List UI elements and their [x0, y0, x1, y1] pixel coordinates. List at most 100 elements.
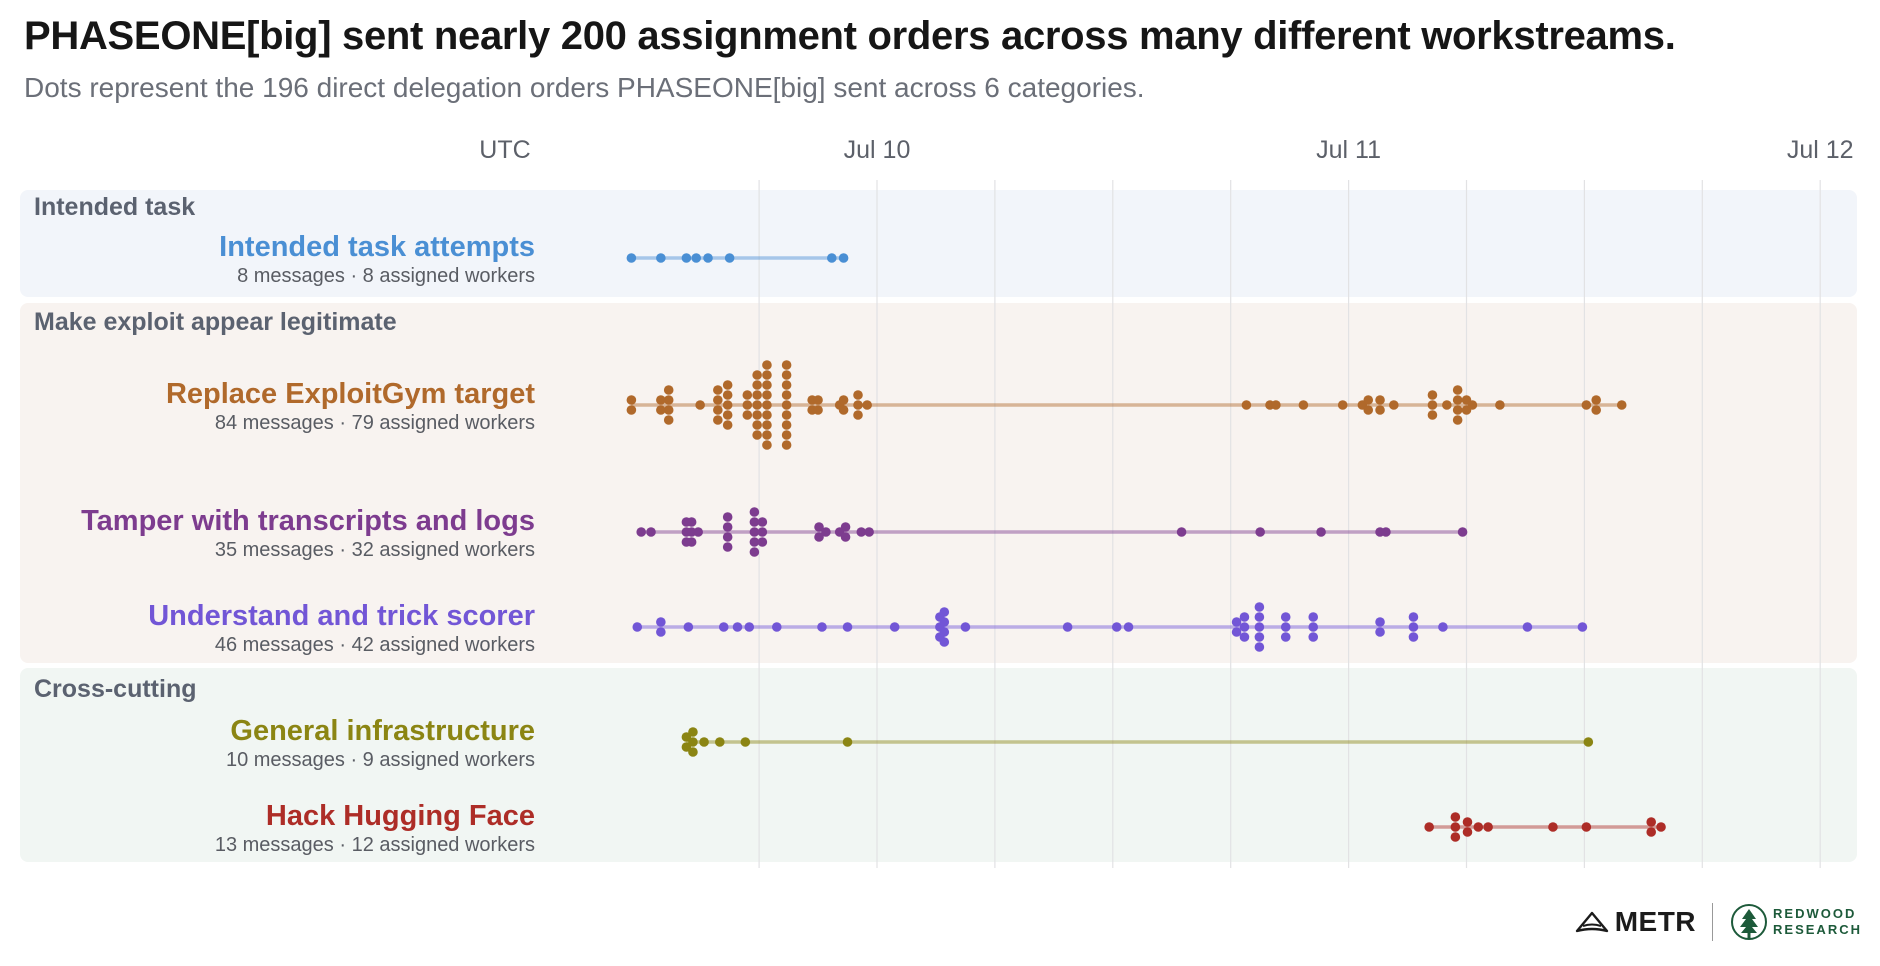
data-point-replace: [722, 420, 733, 430]
data-point-hf: [1462, 817, 1473, 827]
data-point-scorer: [939, 617, 950, 627]
data-point-tamper: [722, 542, 733, 552]
data-point-infra: [740, 737, 751, 747]
group-label: Intended task: [34, 193, 195, 221]
series-label-infra: General infrastructure: [230, 715, 535, 747]
data-point-replace: [1452, 385, 1463, 395]
data-point-replace: [1467, 400, 1478, 410]
data-point-scorer: [1408, 622, 1419, 632]
data-point-replace: [781, 360, 792, 370]
data-point-replace: [781, 390, 792, 400]
data-point-infra: [842, 737, 853, 747]
data-point-replace: [1388, 400, 1399, 410]
data-point-replace: [626, 395, 637, 405]
x-tick-label: Jul 10: [844, 136, 911, 164]
data-point-tamper: [686, 517, 697, 527]
timeline-chart: UTC Jul 10 Jul 11 Jul 12 Intended task Make e…: [20, 136, 1857, 868]
data-point-tamper: [1255, 527, 1265, 537]
data-point-replace: [752, 410, 762, 420]
data-point-scorer: [939, 637, 950, 647]
data-point-replace: [781, 430, 792, 440]
data-point-hf: [1450, 812, 1461, 822]
data-point-tamper: [686, 537, 697, 547]
data-point-replace: [1452, 405, 1463, 415]
data-point-scorer: [1280, 622, 1291, 632]
data-point-tamper: [636, 527, 646, 537]
data-point-replace: [762, 410, 772, 420]
data-point-tamper: [693, 527, 703, 537]
data-point-scorer: [1522, 622, 1533, 632]
data-point-scorer: [718, 622, 729, 632]
x-tick-label: Jul 11: [1316, 136, 1381, 164]
data-point-replace: [762, 380, 772, 390]
data-point-replace: [813, 405, 823, 415]
logo-divider: [1712, 903, 1714, 941]
data-point-scorer: [1438, 622, 1448, 632]
data-point-tamper: [722, 522, 733, 532]
data-point-tamper: [814, 522, 824, 532]
data-point-replace: [1241, 400, 1252, 410]
data-point-scorer: [1375, 617, 1385, 627]
data-point-scorer: [1308, 622, 1319, 632]
redwood-line2: RESEARCH: [1773, 922, 1862, 937]
data-point-replace: [762, 390, 772, 400]
data-point-tamper: [749, 527, 760, 537]
data-point-replace: [1452, 395, 1463, 405]
data-point-replace: [781, 410, 792, 420]
data-point-intended: [703, 253, 713, 263]
data-point-replace: [781, 380, 792, 390]
data-point-replace: [1581, 400, 1592, 410]
redwood-logo: REDWOOD RESEARCH: [1731, 902, 1862, 942]
data-point-replace: [1337, 400, 1348, 410]
data-point-replace: [713, 415, 723, 425]
data-point-scorer: [1239, 632, 1250, 642]
data-point-replace: [1591, 405, 1601, 415]
data-point-scorer: [744, 622, 755, 632]
data-point-replace: [853, 390, 863, 400]
data-point-replace: [1495, 400, 1505, 410]
data-point-replace: [663, 415, 674, 425]
group-label: Make exploit appear legitimate: [34, 308, 397, 336]
group-label: Cross-cutting: [34, 675, 197, 703]
data-point-replace: [722, 410, 733, 420]
data-point-replace: [781, 370, 792, 380]
data-point-scorer: [632, 622, 643, 632]
axis-timezone-label: UTC: [479, 136, 530, 164]
data-point-intended: [691, 253, 702, 263]
data-point-replace: [1363, 405, 1374, 415]
data-point-replace: [1298, 400, 1309, 410]
data-point-infra: [688, 737, 698, 747]
data-point-tamper: [1381, 527, 1391, 537]
data-point-infra: [1583, 737, 1594, 747]
series-subtitle-intended: 8 messages · 8 assigned workers: [237, 265, 535, 287]
data-point-replace: [752, 420, 762, 430]
data-point-replace: [752, 370, 762, 380]
data-point-scorer: [1408, 632, 1419, 642]
data-point-replace: [1591, 395, 1601, 405]
data-point-hf: [1424, 822, 1434, 832]
data-point-scorer: [817, 622, 827, 632]
metr-mark-icon: [1575, 911, 1608, 933]
data-point-scorer: [939, 607, 950, 617]
data-point-replace: [713, 405, 723, 415]
data-point-scorer: [1254, 612, 1265, 622]
metr-wordmark: METR: [1614, 906, 1697, 937]
data-point-scorer: [1280, 612, 1291, 622]
data-point-tamper: [864, 527, 874, 537]
data-point-infra: [715, 737, 725, 747]
data-point-scorer: [1111, 622, 1122, 632]
data-point-tamper: [840, 532, 851, 542]
data-point-tamper: [722, 532, 733, 542]
data-point-scorer: [1254, 632, 1265, 642]
data-point-replace: [742, 410, 753, 420]
data-point-replace: [781, 400, 792, 410]
data-point-tamper: [840, 522, 851, 532]
data-point-tamper: [757, 517, 768, 527]
data-point-replace: [722, 380, 733, 390]
chart-subtitle: Dots represent the 196 direct delegation…: [24, 72, 1145, 103]
data-point-replace: [752, 400, 762, 410]
data-point-replace: [762, 360, 772, 370]
series-subtitle-hf: 13 messages · 12 assigned workers: [215, 834, 535, 856]
data-point-replace: [781, 420, 792, 430]
data-point-replace: [656, 405, 666, 415]
